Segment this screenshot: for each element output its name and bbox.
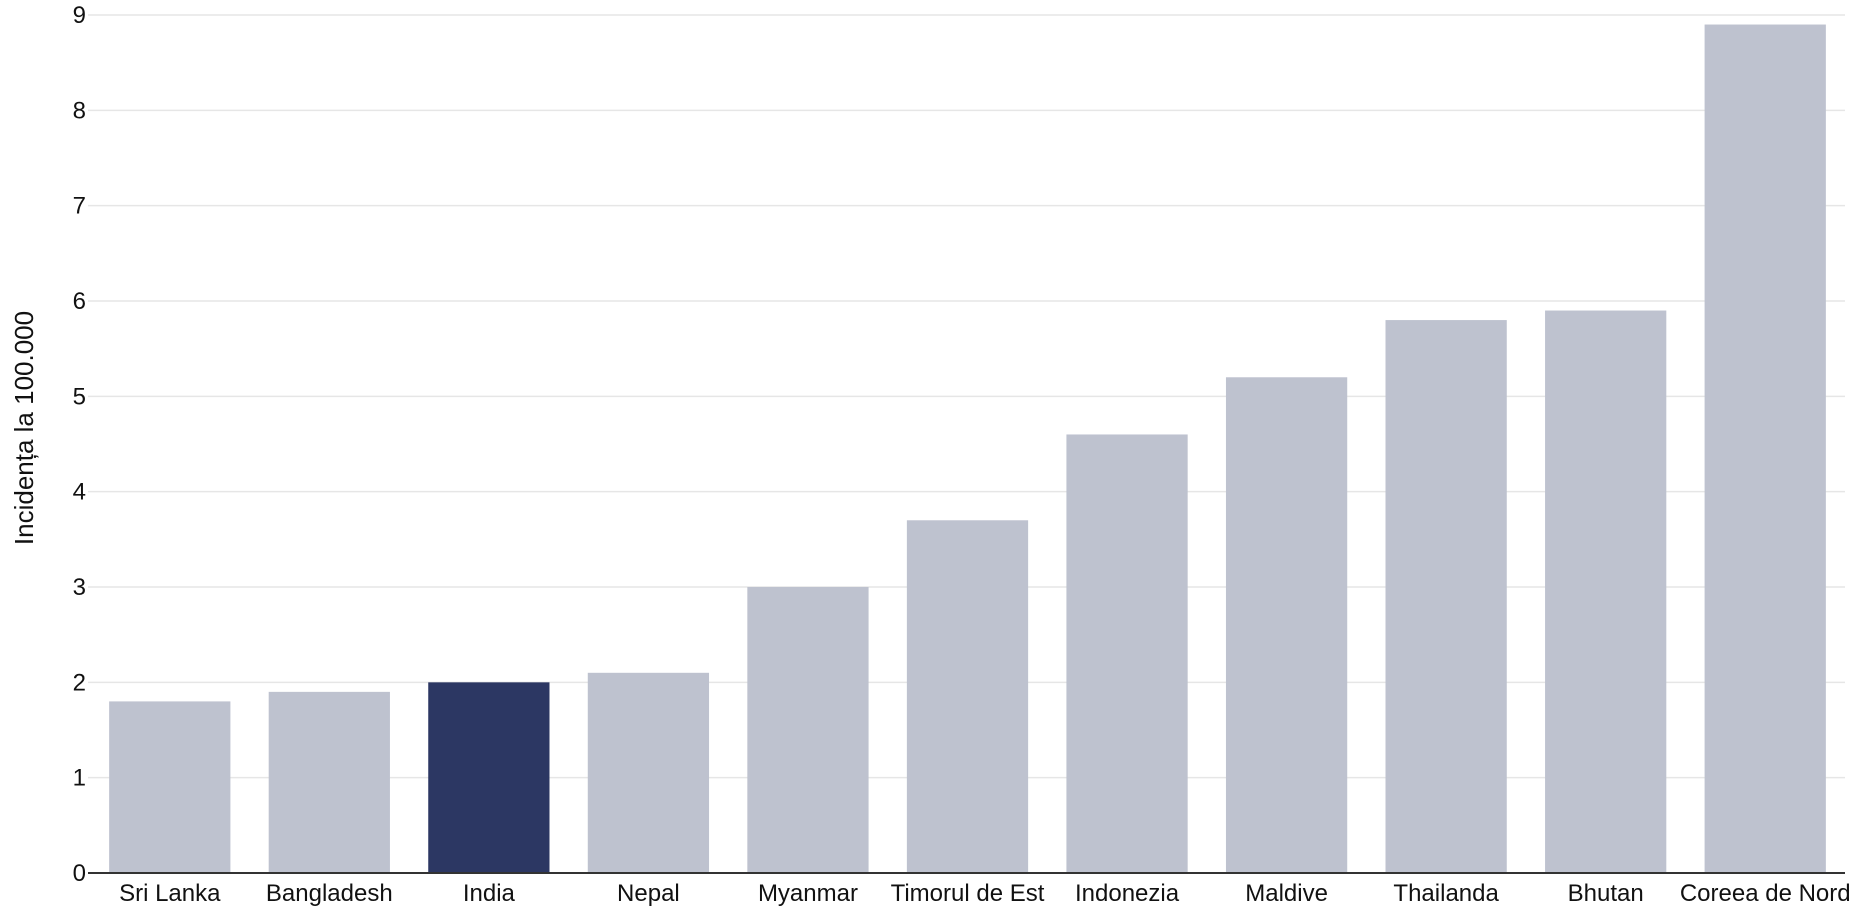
labels: 0 1 2 3 4 5 6 7 8 9 Sri Lanka Bangladesh India Nepal M… xyxy=(73,2,1851,907)
bar xyxy=(1225,377,1348,873)
x-tick-label: Sri Lanka xyxy=(119,880,221,907)
bar xyxy=(109,701,231,873)
x-tick-label: Thailanda xyxy=(1393,880,1499,907)
bar xyxy=(747,587,869,873)
x-tick-label: Bangladesh xyxy=(266,880,393,907)
y-tick-label: 7 xyxy=(73,193,86,220)
x-tick-label: Nepal xyxy=(617,880,680,907)
y-tick-label: 4 xyxy=(73,479,86,506)
x-tick-label: Myanmar xyxy=(758,880,858,907)
gridlines xyxy=(88,14,1845,779)
bar xyxy=(1704,24,1826,874)
y-tick-label: 0 xyxy=(73,860,86,887)
x-tick-label: India xyxy=(463,880,516,907)
bar-highlighted xyxy=(428,682,550,873)
y-axis-title: Incidența la 100.000 xyxy=(9,311,39,545)
x-tick-label: Coreea de Nord xyxy=(1680,880,1851,907)
y-tick-label: 3 xyxy=(73,574,86,601)
bar xyxy=(1545,310,1667,873)
y-tick-label: 6 xyxy=(73,288,86,315)
y-tick-label: 2 xyxy=(73,669,86,696)
y-tick-label: 1 xyxy=(73,765,86,792)
bar xyxy=(1066,434,1188,873)
y-tick-label: 9 xyxy=(73,2,86,29)
bar xyxy=(268,691,390,873)
bar xyxy=(906,520,1029,873)
x-tick-label: Timorul de Est xyxy=(891,880,1045,907)
x-tick-label: Indonezia xyxy=(1075,880,1180,907)
y-tick-label: 5 xyxy=(73,383,86,410)
bar xyxy=(1385,320,1507,874)
x-tick-label: Maldive xyxy=(1245,880,1328,907)
bar xyxy=(587,672,710,873)
x-tick-label: Bhutan xyxy=(1568,880,1644,907)
bars xyxy=(109,24,1826,874)
y-tick-label: 8 xyxy=(73,97,86,124)
